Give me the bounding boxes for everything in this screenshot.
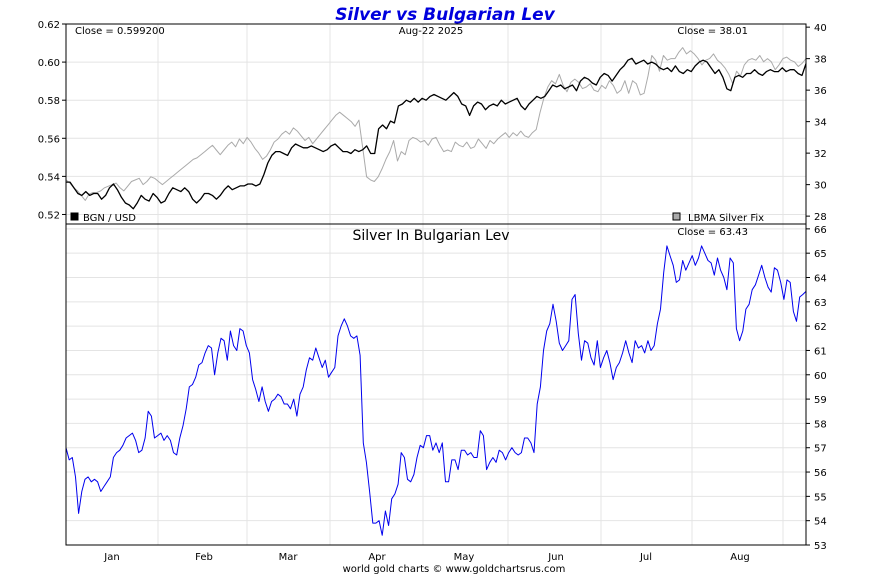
bottom-right-tick-label: 61 [814,346,827,357]
x-tick-label-may: May [454,552,475,563]
bottom-right-tick-label: 53 [814,541,827,552]
bottom-right-tick-label: 56 [814,468,827,479]
top-left-axis: 0.52 0.54 0.56 0.58 0.60 0.62 [38,20,66,221]
legend-left: BGN / USD [70,212,136,224]
top-right-tick-label: 36 [814,86,827,97]
legend-left-label: BGN / USD [83,213,136,224]
silver-fix-line [65,47,807,201]
bottom-right-tick-label: 57 [814,444,827,455]
date-label: Aug-22 2025 [399,26,464,37]
bottom-panel-series [65,245,807,536]
close-left-label: Close = 0.599200 [75,26,165,37]
bottom-right-tick-label: 54 [814,517,827,528]
bottom-right-tick-label: 65 [814,249,827,260]
x-tick-label-jun: Jun [547,552,564,563]
chart-title: Silver vs Bulgarian Lev [335,5,556,25]
x-tick-label-apr: Apr [368,552,386,563]
bottom-right-tick-label: 58 [814,419,827,430]
top-right-tick-label: 28 [814,212,827,223]
footer-credit: world gold charts © www.goldchartsrus.co… [343,564,566,575]
legend-right-label: LBMA Silver Fix [688,213,764,224]
top-right-tick-label: 32 [814,149,827,160]
bgn-usd-line [66,57,807,210]
top-right-axis: 28 30 32 34 36 38 40 [806,23,827,223]
x-axis: Jan Feb Mar Apr May Jun Jul Aug [103,552,749,563]
top-left-tick-label: 0.58 [38,96,60,107]
top-left-tick-label: 0.56 [38,134,60,145]
top-right-tick-label: 30 [814,181,827,192]
bottom-right-tick-label: 66 [814,225,827,236]
bottom-right-tick-label: 59 [814,395,827,406]
bottom-close-label: Close = 63.43 [677,227,748,238]
legend-right-swatch [672,212,681,221]
top-panel-series [65,47,807,210]
x-tick-label-jan: Jan [103,552,119,563]
top-left-tick-label: 0.52 [38,210,60,221]
top-right-tick-label: 38 [814,55,827,66]
bottom-right-tick-label: 63 [814,298,827,309]
bottom-right-tick-label: 62 [814,322,827,333]
x-tick-label-mar: Mar [279,552,299,563]
silver-in-lev-line [65,245,807,536]
top-left-tick-label: 0.60 [38,58,60,69]
top-left-tick-label: 0.62 [38,20,60,31]
x-tick-label-aug: Aug [730,552,750,563]
top-right-tick-label: 40 [814,23,827,34]
bottom-right-axis: 53 54 55 56 57 58 59 60 61 62 63 64 65 66 [806,225,827,552]
legend-right: LBMA Silver Fix [672,212,764,224]
x-tick-label-feb: Feb [195,552,213,563]
close-right-label: Close = 38.01 [677,26,748,37]
top-left-tick-label: 0.54 [38,172,60,183]
legend-left-swatch [70,212,79,221]
x-tick-label-jul: Jul [639,552,652,563]
bottom-right-tick-label: 60 [814,371,827,382]
bottom-right-tick-label: 55 [814,492,827,503]
bottom-panel-title: Silver In Bulgarian Lev [352,228,509,244]
top-right-tick-label: 34 [814,118,827,129]
top-panel-grid [65,23,806,224]
bottom-panel-frame [65,223,807,546]
bottom-right-tick-label: 64 [814,274,827,285]
